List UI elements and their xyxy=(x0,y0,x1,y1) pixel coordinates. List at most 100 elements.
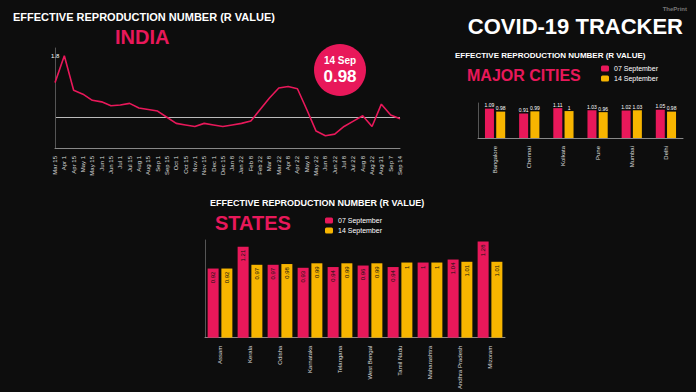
svg-text:Maharashtra: Maharashtra xyxy=(427,345,433,379)
svg-text:Bangalore: Bangalore xyxy=(492,145,498,173)
svg-text:0.94: 0.94 xyxy=(330,269,336,281)
svg-text:0.94: 0.94 xyxy=(390,269,396,281)
svg-text:0.99: 0.99 xyxy=(374,266,380,278)
svg-text:May 15: May 15 xyxy=(89,155,95,175)
svg-text:Feb 8: Feb 8 xyxy=(248,155,254,171)
svg-text:Apr 8: Apr 8 xyxy=(285,155,291,170)
svg-text:Mumbai: Mumbai xyxy=(629,146,635,167)
svg-text:Odisha: Odisha xyxy=(277,345,283,365)
svg-text:14 September: 14 September xyxy=(338,227,383,235)
svg-text:West Bengal: West Bengal xyxy=(367,346,373,380)
svg-text:1: 1 xyxy=(420,265,426,269)
svg-text:1.28: 1.28 xyxy=(480,244,486,256)
svg-text:May 22: May 22 xyxy=(313,155,319,175)
svg-text:14 Sep: 14 Sep xyxy=(324,55,356,66)
svg-text:Sep 14: Sep 14 xyxy=(397,155,403,175)
svg-text:Sep 7: Sep 7 xyxy=(388,155,394,171)
svg-text:May 8: May 8 xyxy=(304,155,310,172)
svg-text:Dec 15: Dec 15 xyxy=(220,155,226,175)
svg-text:1.02: 1.02 xyxy=(621,104,631,110)
svg-text:Oct 1: Oct 1 xyxy=(173,155,179,170)
svg-text:Jul 1: Jul 1 xyxy=(117,155,123,168)
svg-text:1.05: 1.05 xyxy=(655,103,665,109)
svg-text:May 1: May 1 xyxy=(80,155,86,172)
svg-text:Andhra Pradesh: Andhra Pradesh xyxy=(457,346,463,389)
svg-text:Aug 15: Aug 15 xyxy=(145,155,151,175)
svg-text:0.93: 0.93 xyxy=(300,270,306,282)
svg-text:1.21: 1.21 xyxy=(240,249,246,261)
svg-text:Mar 22: Mar 22 xyxy=(276,155,282,174)
svg-text:1: 1 xyxy=(404,265,410,269)
svg-text:Assam: Assam xyxy=(217,346,223,364)
svg-text:0.98: 0.98 xyxy=(323,67,356,86)
svg-text:Jan 22: Jan 22 xyxy=(238,155,244,174)
svg-text:EFFECTIVE REPRODUCTION NUMBER: EFFECTIVE REPRODUCTION NUMBER (R VALUE) xyxy=(13,11,275,23)
svg-text:1.01: 1.01 xyxy=(494,264,500,276)
svg-text:Jul 22: Jul 22 xyxy=(350,155,356,172)
svg-text:0.99: 0.99 xyxy=(314,266,320,278)
svg-text:0.97: 0.97 xyxy=(270,267,276,279)
svg-text:0.96: 0.96 xyxy=(360,268,366,280)
svg-text:0.96: 0.96 xyxy=(598,106,608,112)
svg-text:Jun 1: Jun 1 xyxy=(99,155,105,170)
svg-text:Sep 15: Sep 15 xyxy=(164,155,170,175)
svg-text:1.11: 1.11 xyxy=(553,102,563,108)
svg-text:Mar 15: Mar 15 xyxy=(52,155,58,174)
svg-text:0.99: 0.99 xyxy=(344,266,350,278)
svg-text:Apr 15: Apr 15 xyxy=(71,155,77,173)
svg-text:Aug 8: Aug 8 xyxy=(360,155,366,171)
svg-text:Jul 15: Jul 15 xyxy=(127,155,133,172)
svg-text:Nov 15: Nov 15 xyxy=(201,155,207,175)
svg-text:1.8: 1.8 xyxy=(51,53,60,59)
svg-text:STATES: STATES xyxy=(215,212,291,234)
svg-text:0.92: 0.92 xyxy=(224,271,230,283)
svg-text:0.99: 0.99 xyxy=(530,105,540,111)
svg-text:Jan 8: Jan 8 xyxy=(229,155,235,170)
svg-text:07 September: 07 September xyxy=(614,65,659,73)
svg-text:Jun 8: Jun 8 xyxy=(322,155,328,170)
svg-text:07 September: 07 September xyxy=(338,217,383,225)
svg-text:Mar 8: Mar 8 xyxy=(266,155,272,171)
svg-text:0.91: 0.91 xyxy=(519,107,529,113)
svg-text:Chennai: Chennai xyxy=(526,146,532,168)
svg-text:MAJOR CITIES: MAJOR CITIES xyxy=(467,67,581,84)
svg-text:1.04: 1.04 xyxy=(450,262,456,274)
svg-text:Jun 15: Jun 15 xyxy=(108,155,114,174)
svg-text:EFFECTIVE REPRODUCTION NUMBER: EFFECTIVE REPRODUCTION NUMBER (R VALUE) xyxy=(210,198,424,208)
svg-text:INDIA: INDIA xyxy=(115,26,169,48)
svg-text:Aug 31: Aug 31 xyxy=(378,155,384,175)
svg-text:Tamil Nadu: Tamil Nadu xyxy=(397,346,403,376)
svg-text:Telangana: Telangana xyxy=(337,345,343,373)
svg-text:Kerala: Kerala xyxy=(247,345,253,363)
svg-text:Mizoram: Mizoram xyxy=(487,346,493,369)
svg-text:1: 1 xyxy=(568,105,571,111)
svg-text:1: 1 xyxy=(434,265,440,269)
svg-text:1.09: 1.09 xyxy=(485,102,495,108)
svg-text:1.03: 1.03 xyxy=(633,104,643,110)
svg-text:Dec 1: Dec 1 xyxy=(211,155,217,171)
svg-text:Apr 22: Apr 22 xyxy=(294,155,300,173)
svg-text:1.03: 1.03 xyxy=(587,104,597,110)
svg-text:Kolkata: Kolkata xyxy=(560,145,566,166)
svg-text:14 September: 14 September xyxy=(614,75,659,83)
svg-text:Sep 1: Sep 1 xyxy=(155,155,161,171)
svg-text:0.98: 0.98 xyxy=(284,266,290,278)
svg-text:Karnataka: Karnataka xyxy=(307,345,313,373)
svg-text:Pune: Pune xyxy=(595,145,601,160)
svg-text:Aug 22: Aug 22 xyxy=(369,155,375,175)
svg-text:Jun 22: Jun 22 xyxy=(332,155,338,174)
svg-text:Aug 1: Aug 1 xyxy=(136,155,142,171)
svg-text:Jul 8: Jul 8 xyxy=(341,155,347,168)
svg-text:EFFECTIVE REPRODUCTION NUMBER: EFFECTIVE REPRODUCTION NUMBER (R VALUE) xyxy=(455,51,646,60)
svg-text:Feb 22: Feb 22 xyxy=(257,155,263,174)
svg-text:0.98: 0.98 xyxy=(496,105,506,111)
svg-text:0.98: 0.98 xyxy=(667,105,677,111)
svg-text:ThePrint: ThePrint xyxy=(663,6,687,12)
svg-text:Delhi: Delhi xyxy=(663,146,669,160)
svg-text:1.01: 1.01 xyxy=(464,264,470,276)
svg-text:0.97: 0.97 xyxy=(254,267,260,279)
svg-text:Nov 1: Nov 1 xyxy=(192,155,198,171)
svg-text:0.92: 0.92 xyxy=(210,271,216,283)
svg-text:Apr 1: Apr 1 xyxy=(61,155,67,170)
svg-text:Oct 15: Oct 15 xyxy=(183,155,189,173)
